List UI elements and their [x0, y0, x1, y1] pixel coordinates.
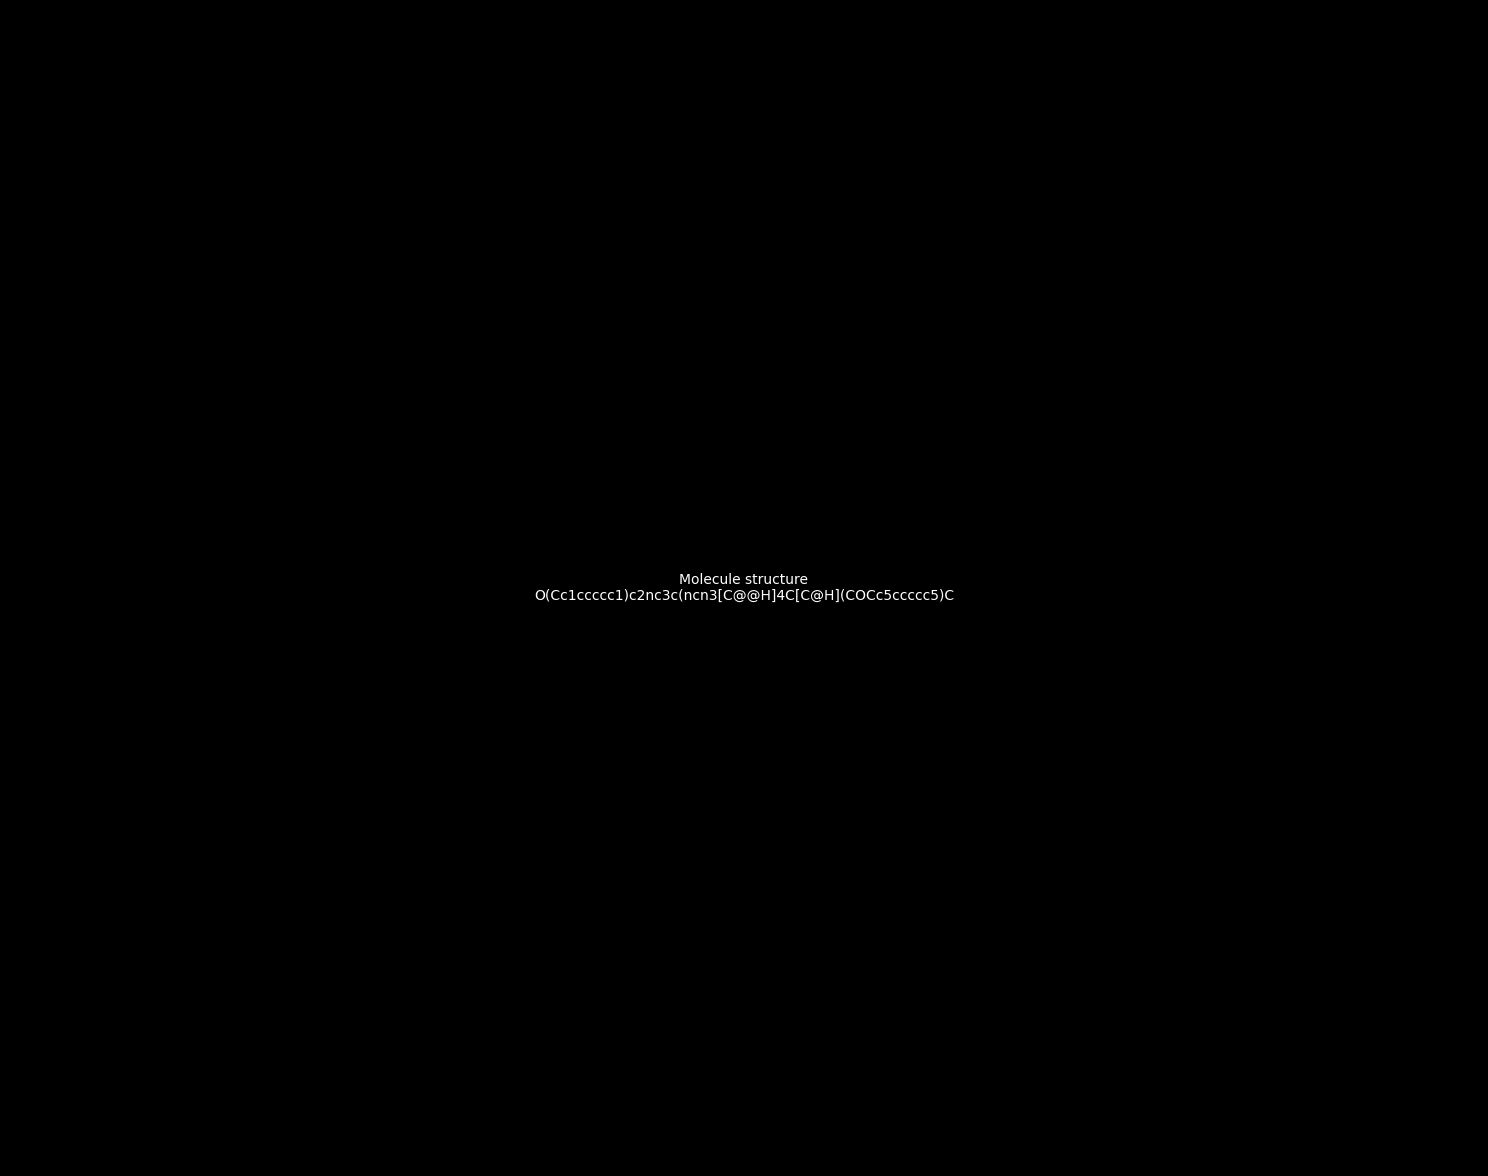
- Text: Molecule structure
O(Cc1ccccc1)c2nc3c(ncn3[C@@H]4C[C@H](COCc5ccccc5)C: Molecule structure O(Cc1ccccc1)c2nc3c(nc…: [534, 573, 954, 603]
